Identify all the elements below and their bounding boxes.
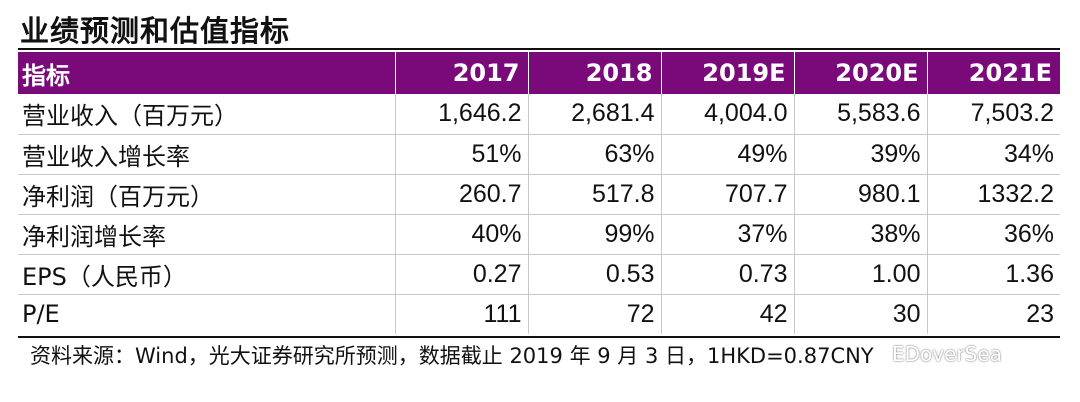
header-cell: 指标 <box>22 61 70 90</box>
row-label: 营业收入（百万元） <box>18 94 395 135</box>
table-cell: 517.8 <box>527 174 661 215</box>
table-cell: 980.1 <box>793 174 927 215</box>
header-cell: 2019E <box>660 52 794 94</box>
table-cell: 63% <box>527 134 661 175</box>
table-row: P/E 111 72 42 30 23 <box>18 294 1060 334</box>
header-cell: 2021E <box>926 52 1060 94</box>
table-row: EPS（人民币） 0.27 0.53 0.73 1.00 1.36 <box>18 254 1060 295</box>
table-cell: 0.73 <box>660 254 794 295</box>
watermark: EDoverSea <box>892 342 1002 366</box>
table-cell: 111 <box>394 294 528 334</box>
table-header-row: 指标 2017 2018 2019E 2020E 2021E <box>18 52 1060 94</box>
table-cell: 7,503.2 <box>926 94 1060 135</box>
table-row: 净利润增长率 40% 99% 37% 38% 36% <box>18 214 1060 255</box>
table-row: 营业收入（百万元） 1,646.2 2,681.4 4,004.0 5,583.… <box>18 94 1060 135</box>
table-row: 净利润（百万元） 260.7 517.8 707.7 980.1 1332.2 <box>18 174 1060 215</box>
table-cell: 2,681.4 <box>527 94 661 135</box>
row-label: EPS（人民币） <box>18 254 395 295</box>
table-cell: 707.7 <box>660 174 794 215</box>
forecast-table: 指标 2017 2018 2019E 2020E 2021E 营业收入（百万元）… <box>18 52 1060 334</box>
table-cell: 72 <box>527 294 661 334</box>
top-rule <box>18 48 1060 50</box>
table-cell: 38% <box>793 214 927 255</box>
table-cell: 1.36 <box>926 254 1060 295</box>
table-cell: 51% <box>394 134 528 175</box>
table-cell: 36% <box>926 214 1060 255</box>
header-cell: 2017 <box>394 52 528 94</box>
table-cell: 4,004.0 <box>660 94 794 135</box>
table-cell: 1.00 <box>793 254 927 295</box>
table-cell: 260.7 <box>394 174 528 215</box>
table-cell: 0.27 <box>394 254 528 295</box>
page-title: 业绩预测和估值指标 <box>20 14 291 48</box>
table-cell: 37% <box>660 214 794 255</box>
row-label: 净利润（百万元） <box>18 174 395 215</box>
bottom-rule <box>18 336 1060 338</box>
row-label: 净利润增长率 <box>18 214 395 255</box>
table-cell: 42 <box>660 294 794 334</box>
table-row: 营业收入增长率 51% 63% 49% 39% 34% <box>18 134 1060 175</box>
table-cell: 1332.2 <box>926 174 1060 215</box>
table-cell: 49% <box>660 134 794 175</box>
header-cell: 2018 <box>527 52 661 94</box>
table-cell: 34% <box>926 134 1060 175</box>
table-cell: 39% <box>793 134 927 175</box>
source-note: 资料来源：Wind，光大证券研究所预测，数据截止 2019 年 9 月 3 日，… <box>30 344 874 368</box>
table-cell: 0.53 <box>527 254 661 295</box>
header-cell: 2020E <box>793 52 927 94</box>
row-label: P/E <box>22 300 60 329</box>
table-cell: 1,646.2 <box>394 94 528 135</box>
row-label: 营业收入增长率 <box>18 134 395 175</box>
table-cell: 99% <box>527 214 661 255</box>
table-cell: 5,583.6 <box>793 94 927 135</box>
table-cell: 40% <box>394 214 528 255</box>
table-cell: 30 <box>793 294 927 334</box>
table-cell: 23 <box>926 294 1060 334</box>
